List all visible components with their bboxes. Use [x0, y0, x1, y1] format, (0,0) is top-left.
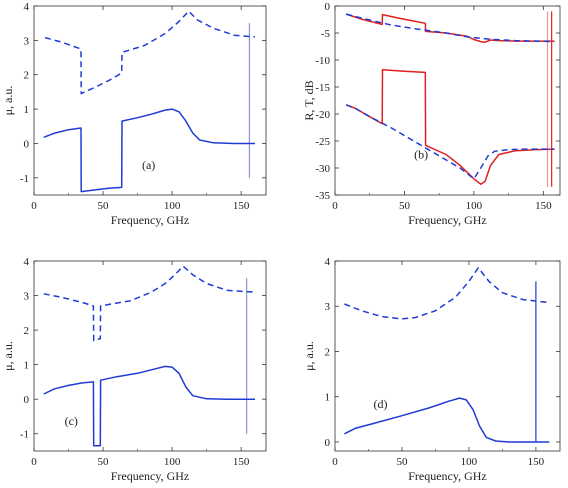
y-tick-label: -1	[20, 429, 29, 441]
series-line-2	[43, 365, 255, 447]
y-axis-title: R, T, dB	[302, 80, 316, 120]
y-tick-label: 1	[24, 360, 30, 372]
y-tick-label: -25	[315, 136, 330, 148]
x-tick-label: 100	[164, 200, 181, 212]
x-axis-title: Frequency, GHz	[408, 469, 487, 483]
x-tick-label: 150	[233, 456, 250, 468]
chart-panel-b: 0 50 100 150 -35 -30 -25 -20 -15 -10 -5 0 Frequency,…	[302, 1, 561, 227]
y-tick-label: 1	[325, 392, 331, 404]
y-tick-label: 4	[24, 1, 30, 13]
x-tick-label: 0	[31, 200, 37, 212]
y-tick-label: -35	[315, 190, 330, 202]
x-axis-title: Frequency, GHz	[111, 213, 190, 227]
series-line-1	[44, 10, 256, 95]
y-tick-label: 0	[325, 1, 331, 13]
y-tick-label: 2	[325, 346, 331, 358]
plot-frame	[33, 260, 267, 452]
y-tick-label: 0	[24, 138, 30, 150]
x-axis-title: Frequency, GHz	[408, 213, 487, 227]
x-tick-label: 50	[396, 456, 408, 468]
x-tick-label: 50	[98, 200, 110, 212]
x-tick-label: 150	[528, 456, 545, 468]
y-axis-title: μ, a.u.	[1, 86, 15, 116]
chart-panel-d: 0 50 100 150 0 1 2 3 4 Frequency, GHz μ, a.u. (d)	[302, 256, 561, 483]
y-tick-label: -10	[315, 55, 330, 67]
y-tick-label: -30	[315, 163, 330, 175]
y-tick-label: 1	[24, 104, 30, 116]
x-axis-title: Frequency, GHz	[111, 469, 190, 483]
y-tick-label: -15	[315, 82, 330, 94]
x-tick-label: 100	[466, 200, 483, 212]
panel-label: (d)	[374, 397, 388, 411]
y-axis-title: μ, a.u.	[1, 341, 15, 371]
chart-panel-a: 0 50 100 150 -1 0 1 2 3 4 Frequency, GHz μ, a.u. (a)	[1, 1, 267, 227]
y-axis-title: μ, a.u.	[302, 341, 316, 371]
plot-frame	[334, 5, 561, 196]
y-tick-label: 0	[24, 394, 30, 406]
y-tick-label: -1	[20, 173, 29, 185]
series-line-2	[345, 13, 555, 43]
x-tick-label: 0	[31, 456, 37, 468]
y-tick-label: -20	[315, 109, 330, 121]
series-line-1	[344, 267, 550, 320]
panel-label: (a)	[142, 158, 155, 172]
y-tick-label: 0	[325, 437, 331, 449]
y-tick-label: 2	[24, 70, 30, 82]
panel-label: (c)	[65, 414, 78, 428]
series-line-1	[43, 265, 256, 342]
series-line-1	[345, 13, 555, 43]
x-tick-label: 100	[461, 456, 478, 468]
x-tick-label: 150	[535, 200, 552, 212]
plot-frame	[33, 5, 267, 196]
series-line-4	[345, 104, 555, 180]
x-tick-label: 0	[332, 200, 338, 212]
chart-panel-c: 0 50 100 150 -1 0 1 2 3 4 Frequency, GHz μ, a.u. (c)	[1, 256, 267, 483]
series-line-2	[43, 108, 255, 193]
x-tick-label: 50	[399, 200, 411, 212]
y-tick-label: 3	[325, 301, 331, 313]
y-tick-label: 4	[24, 256, 30, 268]
series-line-2	[344, 397, 550, 443]
x-tick-label: 100	[164, 456, 181, 468]
x-tick-label: 50	[98, 456, 110, 468]
y-tick-label: 2	[24, 325, 30, 337]
x-tick-label: 150	[233, 200, 250, 212]
series-line-3	[345, 68, 555, 185]
x-tick-label: 0	[332, 456, 338, 468]
y-tick-label: -5	[321, 28, 331, 40]
y-tick-label: 4	[325, 256, 331, 268]
y-tick-label: 3	[24, 291, 30, 303]
plot-frame	[334, 260, 561, 452]
y-tick-label: 3	[24, 35, 30, 47]
panel-label: (b)	[414, 147, 428, 161]
